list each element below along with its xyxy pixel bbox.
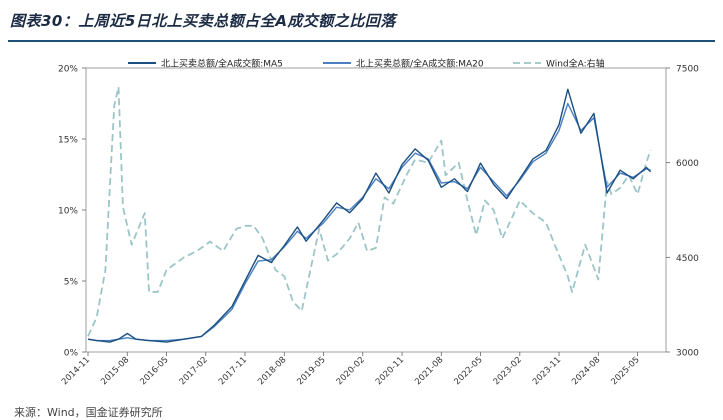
plot-frame xyxy=(85,67,667,353)
series-line-1 xyxy=(87,88,652,343)
legend: 北上买卖总额/全A成交额:MA5 北上买卖总额/全A成交额:MA20 Wind全A:… xyxy=(128,58,605,70)
title-rule xyxy=(8,40,715,42)
figure-title: 图表30：上周近5日北上买卖总额占全A成交额之比回落 xyxy=(10,12,396,30)
y-right-tick-label: 3000 xyxy=(676,349,699,359)
x-tick-label: 2018-08 xyxy=(256,355,288,387)
x-tick-label: 2020-11 xyxy=(374,355,406,387)
x-tick-label: 2024-08 xyxy=(570,355,602,387)
y-right-tick-label: 4500 xyxy=(676,254,699,264)
legend-label-1: 北上买卖总额/全A成交额:MA5 xyxy=(161,58,283,70)
x-tick-label: 2022-05 xyxy=(452,355,484,387)
series-line-3 xyxy=(87,86,652,337)
source-note: 来源：Wind，国金证券研究所 xyxy=(14,406,163,419)
plot-border xyxy=(85,67,667,353)
y-left-tick-label: 15% xyxy=(58,136,78,146)
y-right-tick-label: 6000 xyxy=(676,159,699,169)
x-tick-label: 2016-05 xyxy=(138,355,170,387)
x-tick-label: 2021-08 xyxy=(413,355,445,387)
x-tick-label: 2020-02 xyxy=(335,355,367,387)
y-left-tick-label: 0% xyxy=(64,349,79,359)
legend-label-3: Wind全A:右轴 xyxy=(546,58,605,70)
legend-label-2: 北上买卖总额/全A成交额:MA20 xyxy=(356,58,484,70)
series-line-2 xyxy=(87,102,651,342)
x-tick-label: 2023-11 xyxy=(531,355,563,387)
x-tick-label: 2023-02 xyxy=(492,355,524,387)
x-tick-label: 2017-02 xyxy=(178,355,210,387)
y-left-tick-label: 20% xyxy=(58,65,78,75)
x-tick-label: 2015-08 xyxy=(99,355,131,387)
x-tick-label: 2017-11 xyxy=(217,355,249,387)
x-tick-label: 2025-05 xyxy=(609,355,641,387)
x-tick-label: 2019-05 xyxy=(295,355,327,387)
y-right-tick-label: 7500 xyxy=(676,65,699,75)
series-layer xyxy=(87,86,652,343)
x-tick-label: 2014-11 xyxy=(60,355,92,387)
y-left-tick-label: 5% xyxy=(64,278,79,288)
y-left-tick-label: 10% xyxy=(58,207,78,217)
